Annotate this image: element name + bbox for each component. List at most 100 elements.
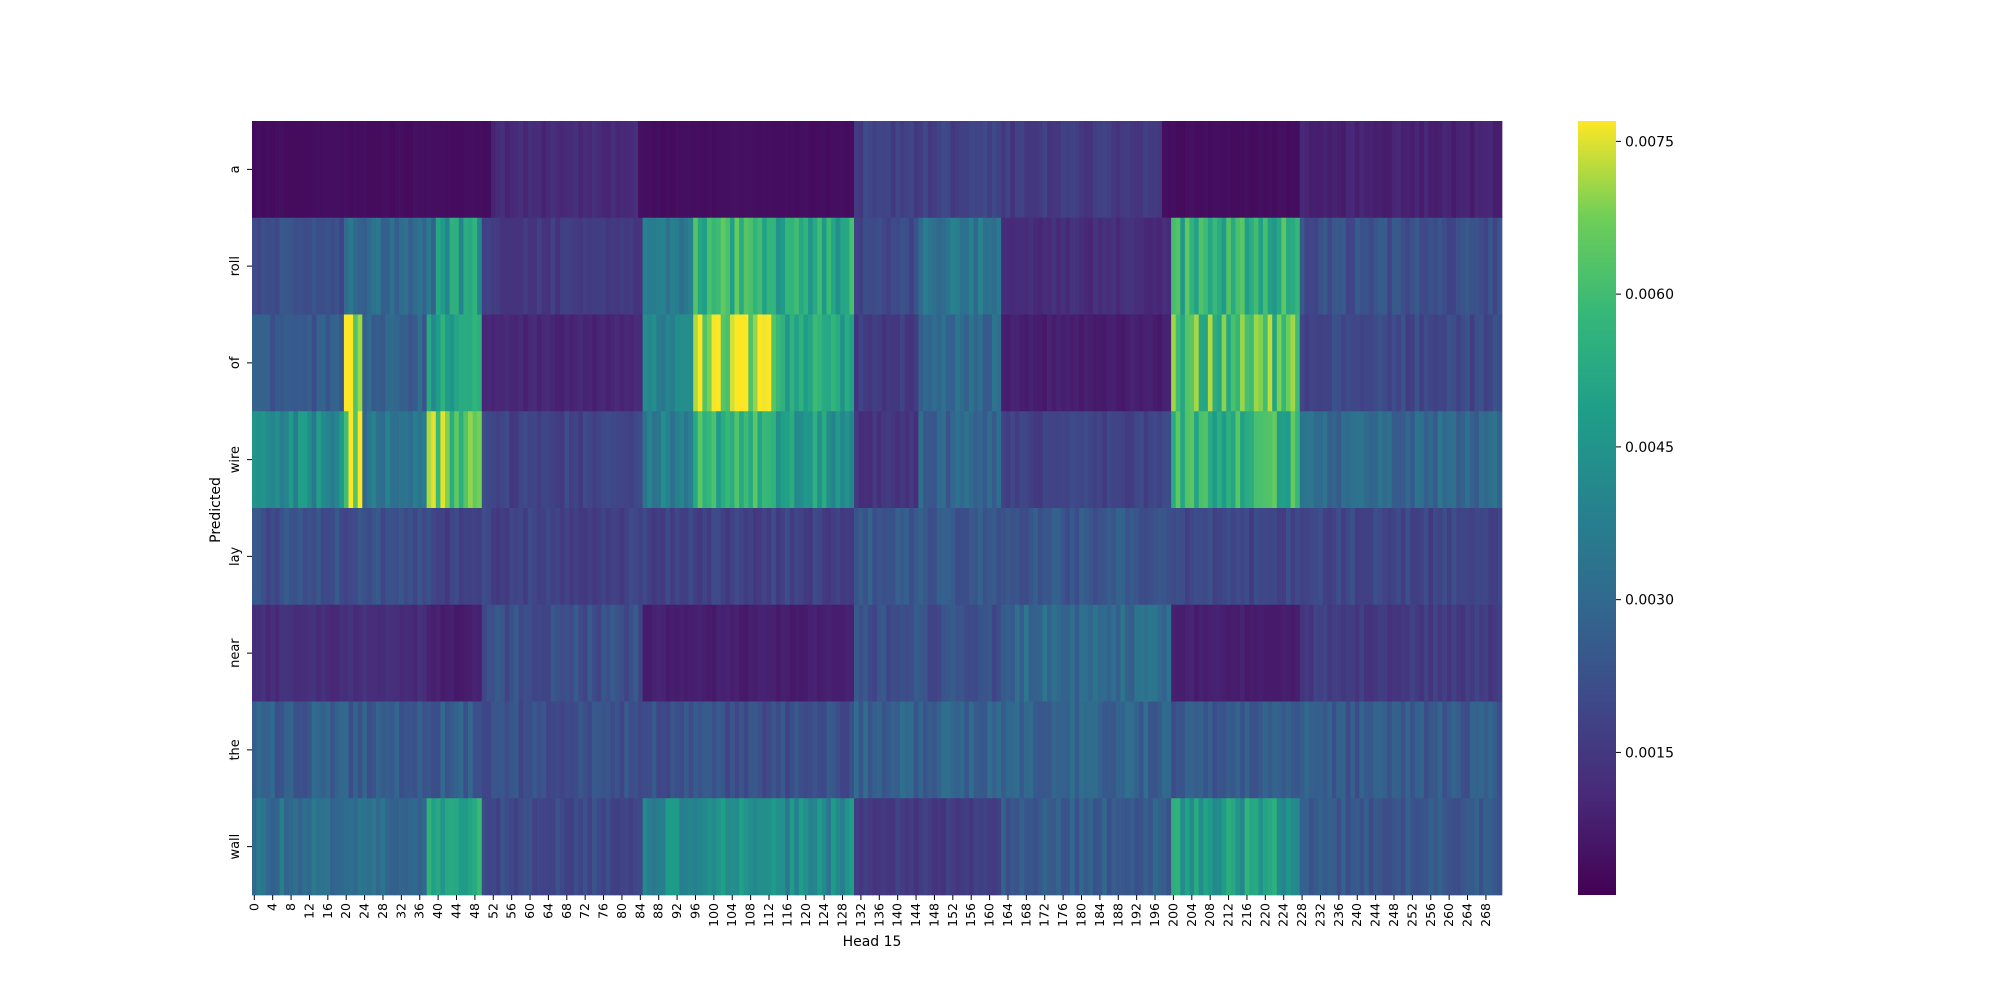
heatmap-cell	[826, 798, 832, 896]
heatmap-cell	[1028, 604, 1034, 702]
heatmap-cell	[950, 217, 956, 315]
heatmap-cell	[729, 508, 735, 606]
heatmap-cell	[913, 217, 919, 315]
heatmap-cell	[1400, 121, 1406, 219]
heatmap-cell	[1488, 314, 1494, 412]
heatmap-cell	[435, 701, 441, 799]
heatmap-cell	[950, 604, 956, 702]
heatmap-cell	[959, 798, 965, 896]
heatmap-cell	[486, 314, 492, 412]
heatmap-cell	[1148, 798, 1154, 896]
heatmap-cell	[945, 314, 951, 412]
heatmap-cell	[959, 701, 965, 799]
heatmap-cell	[895, 121, 901, 219]
heatmap-cell	[1387, 701, 1393, 799]
heatmap-cell	[569, 604, 575, 702]
heatmap-cell	[748, 217, 754, 315]
heatmap-cell	[1460, 798, 1466, 896]
heatmap-cell	[1042, 411, 1048, 509]
heatmap-cell	[1451, 411, 1457, 509]
heatmap-cell	[991, 121, 997, 219]
heatmap-cell	[1327, 604, 1333, 702]
heatmap-cell	[1492, 314, 1498, 412]
heatmap-cell	[1212, 701, 1218, 799]
heatmap-cell	[638, 798, 643, 896]
colorbar-gradient	[1578, 121, 1616, 895]
heatmap-cell	[1184, 798, 1190, 896]
heatmap-cell	[1143, 798, 1149, 896]
heatmap-cell	[1047, 604, 1052, 702]
heatmap-cell	[720, 798, 726, 896]
heatmap-cell	[422, 121, 427, 219]
heatmap-cell	[877, 798, 882, 896]
heatmap-cell	[1446, 121, 1452, 219]
heatmap-cell	[1276, 798, 1282, 896]
heatmap-cell	[1106, 411, 1112, 509]
heatmap-cell	[991, 798, 997, 896]
heatmap-cell	[858, 798, 864, 896]
heatmap-cell	[1419, 411, 1425, 509]
heatmap-cell	[458, 508, 464, 606]
heatmap-cell	[1157, 798, 1163, 896]
heatmap-cell	[840, 217, 846, 315]
heatmap-cell	[256, 314, 262, 412]
heatmap-cell	[371, 798, 377, 896]
heatmap-cell	[1391, 411, 1397, 509]
heatmap-cell	[794, 701, 800, 799]
heatmap-cell	[541, 508, 547, 606]
heatmap-cell	[270, 701, 276, 799]
heatmap-cell	[261, 411, 267, 509]
heatmap-cell	[1359, 411, 1365, 509]
heatmap-cell	[950, 411, 956, 509]
heatmap-cell	[982, 798, 988, 896]
heatmap-cell	[587, 314, 593, 412]
heatmap-cell	[1286, 798, 1291, 896]
heatmap-cell	[688, 701, 694, 799]
heatmap-cell	[343, 701, 349, 799]
heatmap-cell	[1092, 411, 1098, 509]
heatmap-cell	[716, 798, 722, 896]
heatmap-cell	[596, 508, 602, 606]
heatmap-cell	[1028, 508, 1034, 606]
heatmap-cell	[849, 701, 855, 799]
heatmap-cell	[500, 798, 506, 896]
heatmap-cell	[683, 411, 689, 509]
heatmap-cell	[913, 121, 919, 219]
heatmap-cell	[1263, 604, 1268, 702]
heatmap-cell	[334, 121, 340, 219]
heatmap-cell	[311, 508, 317, 606]
heatmap-cell	[1148, 121, 1154, 219]
heatmap-cell	[955, 508, 961, 606]
heatmap-cell	[762, 701, 768, 799]
heatmap-cell	[1097, 701, 1103, 799]
heatmap-cell	[978, 604, 984, 702]
heatmap-cell	[835, 121, 841, 219]
heatmap-cell	[307, 411, 313, 509]
heatmap-cell	[1056, 798, 1062, 896]
heatmap-cell	[739, 508, 745, 606]
heatmap-cell	[1042, 604, 1048, 702]
heatmap-cell	[615, 604, 620, 702]
heatmap-cell	[325, 411, 331, 509]
heatmap-cell	[766, 701, 772, 799]
heatmap-cell	[922, 508, 928, 606]
heatmap-cell	[1253, 798, 1259, 896]
heatmap-cell	[1286, 701, 1291, 799]
heatmap-cell	[890, 508, 896, 606]
heatmap-cell	[555, 314, 561, 412]
heatmap-cell	[605, 411, 611, 509]
heatmap-cell	[1313, 217, 1319, 315]
heatmap-cell	[1479, 411, 1484, 509]
heatmap-cell	[463, 508, 469, 606]
heatmap-cell	[826, 701, 832, 799]
heatmap-cell	[633, 121, 639, 219]
heatmap-cell	[1308, 798, 1314, 896]
heatmap-cell	[569, 314, 575, 412]
heatmap-cell	[435, 121, 441, 219]
heatmap-cell	[1322, 508, 1328, 606]
heatmap-cell	[592, 798, 598, 896]
heatmap-cell	[284, 121, 290, 219]
heatmap-cell	[913, 314, 919, 412]
heatmap-cell	[835, 314, 841, 412]
